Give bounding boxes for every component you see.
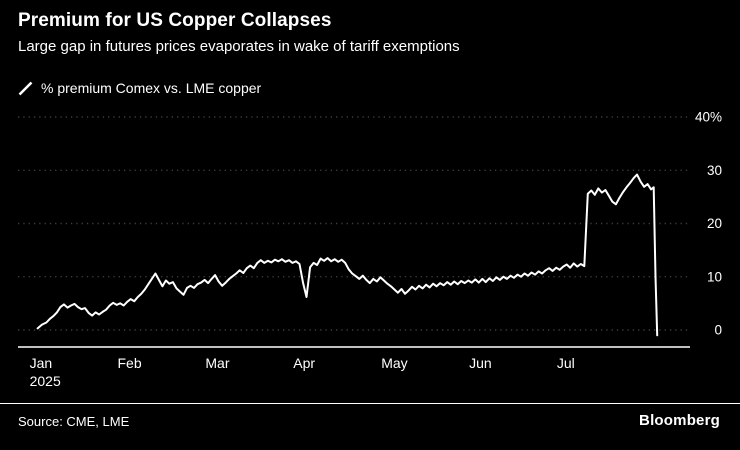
series-line (36, 173, 659, 337)
chart-subtitle: Large gap in futures prices evaporates i… (18, 38, 460, 55)
x-axis-sublabel: 2025 (30, 373, 61, 389)
bloomberg-logo: Bloomberg (639, 412, 720, 429)
x-axis-label: Feb (118, 355, 142, 371)
x-axis-label: Apr (293, 355, 315, 371)
y-axis-label: 20 (707, 216, 722, 231)
page-title: Premium for US Copper Collapses (18, 10, 332, 31)
source-note: Source: CME, LME (18, 414, 130, 429)
x-axis-label: Jul (557, 355, 575, 371)
x-axis-label: Jun (469, 355, 492, 371)
x-axis-label: Mar (205, 355, 229, 371)
legend-label: % premium Comex vs. LME copper (41, 80, 262, 96)
y-axis-label: 40% (695, 110, 722, 125)
y-axis-label: 10 (707, 269, 722, 284)
footer-divider (0, 403, 740, 404)
x-axis-label: Jan (30, 355, 53, 371)
x-axis-label: May (381, 355, 407, 371)
line-chart: 40% 30 20 10 0 Jan 2025 Feb Mar Apr May Jun Jul (18, 110, 722, 389)
legend: % premium Comex vs. LME copper (18, 80, 261, 96)
y-axis-label: 30 (707, 163, 722, 178)
line-series-icon (18, 81, 33, 95)
y-axis-label: 0 (714, 323, 722, 338)
